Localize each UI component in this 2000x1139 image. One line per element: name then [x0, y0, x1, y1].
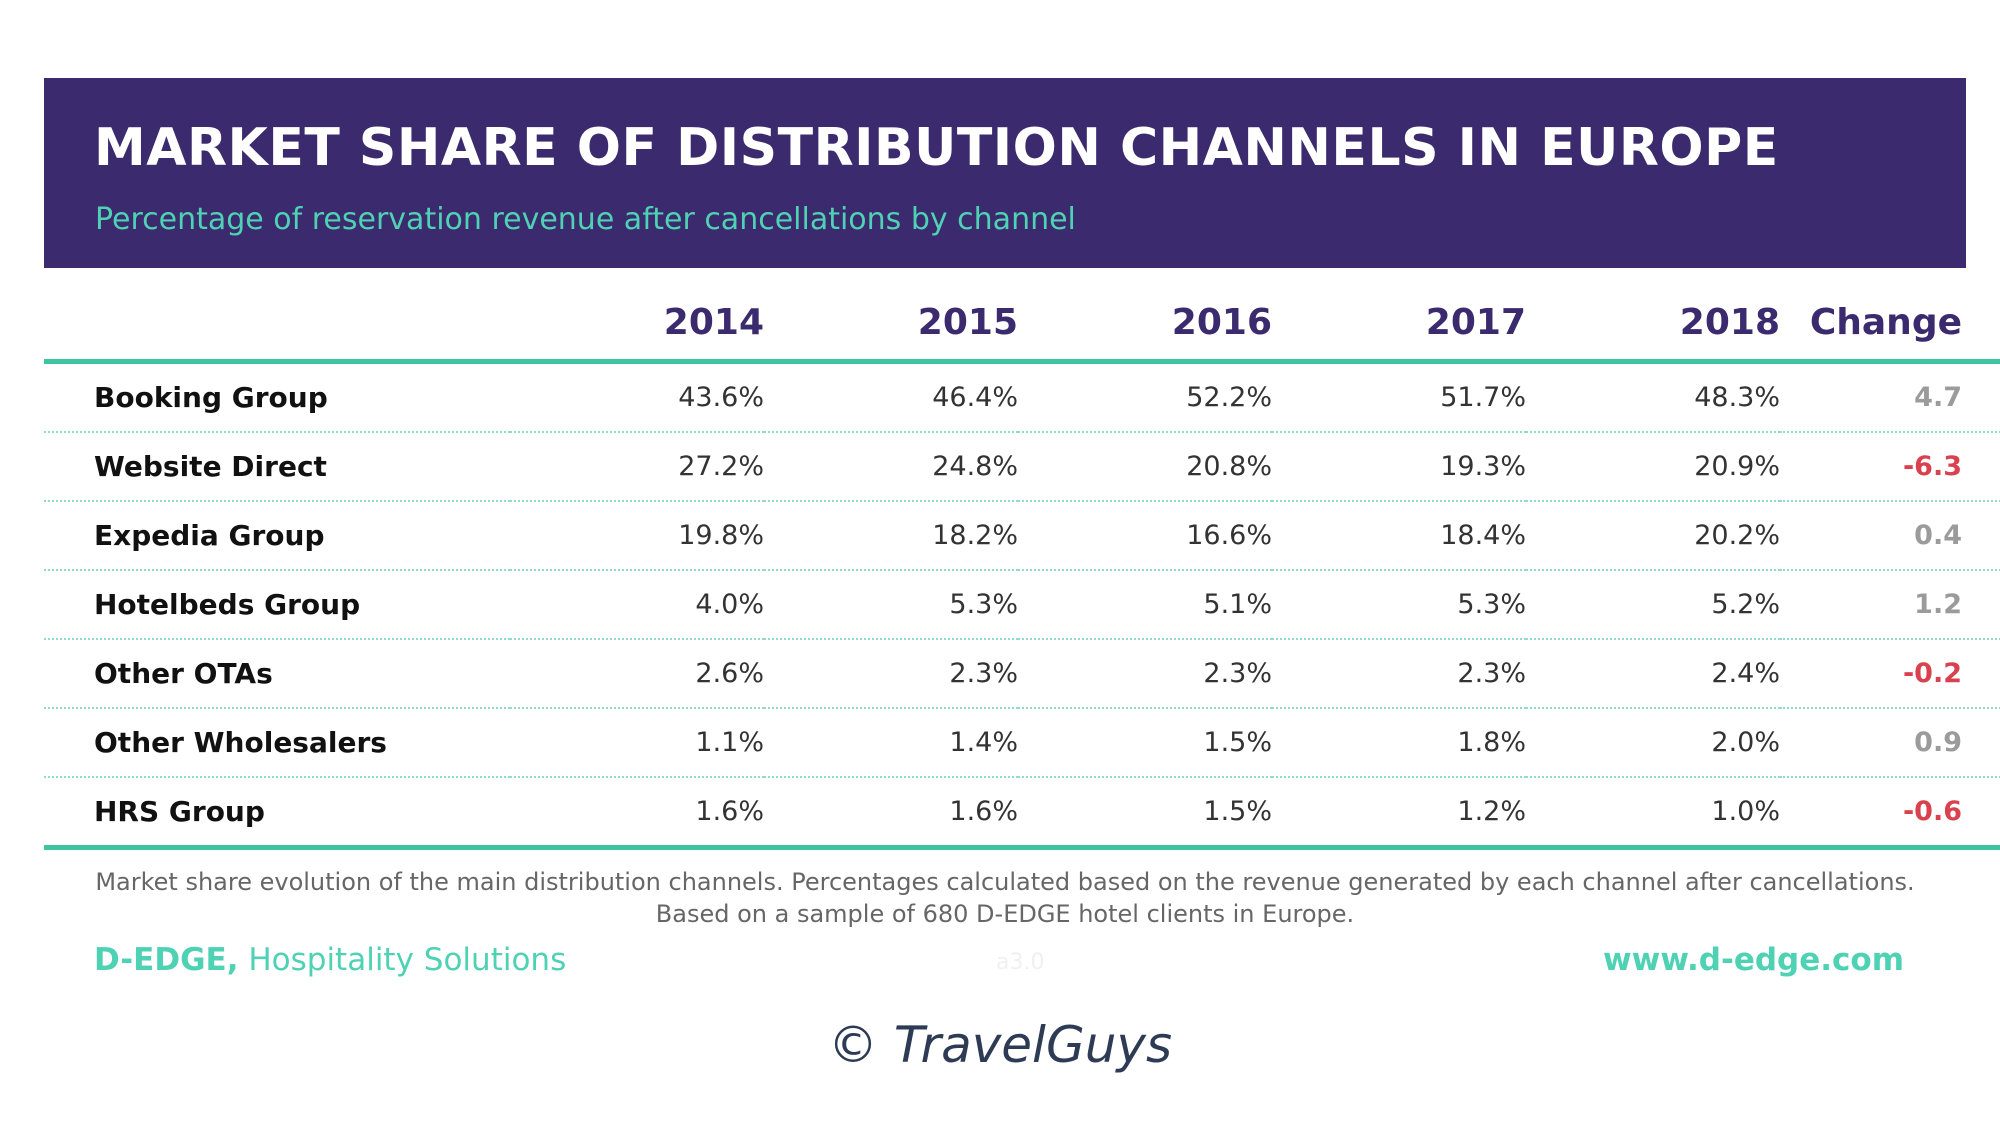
- value-cell: 5.2%: [1526, 570, 1780, 640]
- version-label: a3.0: [996, 950, 1045, 975]
- copyright-credit: © TravelGuys: [827, 1016, 1173, 1074]
- change-cell: 1.2: [1780, 570, 2000, 640]
- value-cell: 2.3%: [1018, 639, 1272, 709]
- brand-name: D-EDGE,: [94, 942, 239, 978]
- value-cell: 1.2%: [1272, 777, 1526, 850]
- value-cell: 2.3%: [1272, 639, 1526, 709]
- value-cell: 4.0%: [510, 570, 764, 640]
- value-cell: 20.2%: [1526, 501, 1780, 571]
- value-cell: 51.7%: [1272, 361, 1526, 433]
- website-link[interactable]: www.d-edge.com: [1603, 942, 1904, 978]
- table-row: Other Wholesalers 1.1% 1.4% 1.5% 1.8% 2.0% 0.9: [44, 708, 2000, 778]
- chart-header: MARKET SHARE OF DISTRIBUTION CHANNELS IN…: [44, 78, 1966, 268]
- value-cell: 1.6%: [510, 777, 764, 850]
- value-cell: 1.5%: [1018, 708, 1272, 778]
- value-cell: 1.0%: [1526, 777, 1780, 850]
- value-cell: 24.8%: [764, 432, 1018, 502]
- value-cell: 20.9%: [1526, 432, 1780, 502]
- row-label: Other OTAs: [44, 639, 510, 709]
- row-label: Expedia Group: [44, 501, 510, 571]
- value-cell: 2.4%: [1526, 639, 1780, 709]
- value-cell: 2.6%: [510, 639, 764, 709]
- column-header-year: 2017: [1272, 286, 1526, 364]
- value-cell: 52.2%: [1018, 361, 1272, 433]
- table-row: Expedia Group 19.8% 18.2% 16.6% 18.4% 20.2% 0.…: [44, 501, 2000, 571]
- table-row: Booking Group 43.6% 46.4% 52.2% 51.7% 48.3% 4.…: [44, 361, 2000, 433]
- header-row: 2014 2015 2016 2017 2018 Change: [44, 286, 2000, 364]
- footnote: Market share evolution of the main distr…: [95, 868, 1915, 928]
- column-header-year: 2016: [1018, 286, 1272, 364]
- value-cell: 1.8%: [1272, 708, 1526, 778]
- row-label: HRS Group: [44, 777, 510, 850]
- value-cell: 1.1%: [510, 708, 764, 778]
- value-cell: 1.6%: [764, 777, 1018, 850]
- row-label: Website Direct: [44, 432, 510, 502]
- value-cell: 1.5%: [1018, 777, 1272, 850]
- table-row: Hotelbeds Group 4.0% 5.3% 5.1% 5.3% 5.2% 1.2: [44, 570, 2000, 640]
- change-cell: 0.9: [1780, 708, 2000, 778]
- column-header-year: 2018: [1526, 286, 1780, 364]
- change-cell: -6.3: [1780, 432, 2000, 502]
- value-cell: 48.3%: [1526, 361, 1780, 433]
- column-header-channel: [44, 286, 510, 364]
- brand-tagline: Hospitality Solutions: [238, 942, 567, 978]
- row-label: Other Wholesalers: [44, 708, 510, 778]
- value-cell: 18.4%: [1272, 501, 1526, 571]
- value-cell: 18.2%: [764, 501, 1018, 571]
- market-share-table: 2014 2015 2016 2017 2018 Change Booking …: [44, 286, 2000, 850]
- value-cell: 5.3%: [1272, 570, 1526, 640]
- change-cell: 4.7: [1780, 361, 2000, 433]
- row-label: Booking Group: [44, 361, 510, 433]
- chart-title: MARKET SHARE OF DISTRIBUTION CHANNELS IN…: [94, 118, 1779, 178]
- chart-subtitle: Percentage of reservation revenue after …: [95, 202, 1076, 237]
- value-cell: 16.6%: [1018, 501, 1272, 571]
- change-cell: -0.6: [1780, 777, 2000, 850]
- change-cell: 0.4: [1780, 501, 2000, 571]
- value-cell: 5.3%: [764, 570, 1018, 640]
- table-row: HRS Group 1.6% 1.6% 1.5% 1.2% 1.0% -0.6: [44, 777, 2000, 850]
- value-cell: 43.6%: [510, 361, 764, 433]
- change-cell: -0.2: [1780, 639, 2000, 709]
- value-cell: 46.4%: [764, 361, 1018, 433]
- table-row: Website Direct 27.2% 24.8% 20.8% 19.3% 20.9% -…: [44, 432, 2000, 502]
- column-header-year: 2015: [764, 286, 1018, 364]
- table-row: Other OTAs 2.6% 2.3% 2.3% 2.3% 2.4% -0.2: [44, 639, 2000, 709]
- value-cell: 2.0%: [1526, 708, 1780, 778]
- column-header-change: Change: [1780, 286, 2000, 364]
- value-cell: 20.8%: [1018, 432, 1272, 502]
- column-header-year: 2014: [510, 286, 764, 364]
- value-cell: 2.3%: [764, 639, 1018, 709]
- value-cell: 5.1%: [1018, 570, 1272, 640]
- value-cell: 27.2%: [510, 432, 764, 502]
- value-cell: 19.8%: [510, 501, 764, 571]
- brand-label: D-EDGE, Hospitality Solutions: [94, 942, 566, 978]
- value-cell: 1.4%: [764, 708, 1018, 778]
- value-cell: 19.3%: [1272, 432, 1526, 502]
- row-label: Hotelbeds Group: [44, 570, 510, 640]
